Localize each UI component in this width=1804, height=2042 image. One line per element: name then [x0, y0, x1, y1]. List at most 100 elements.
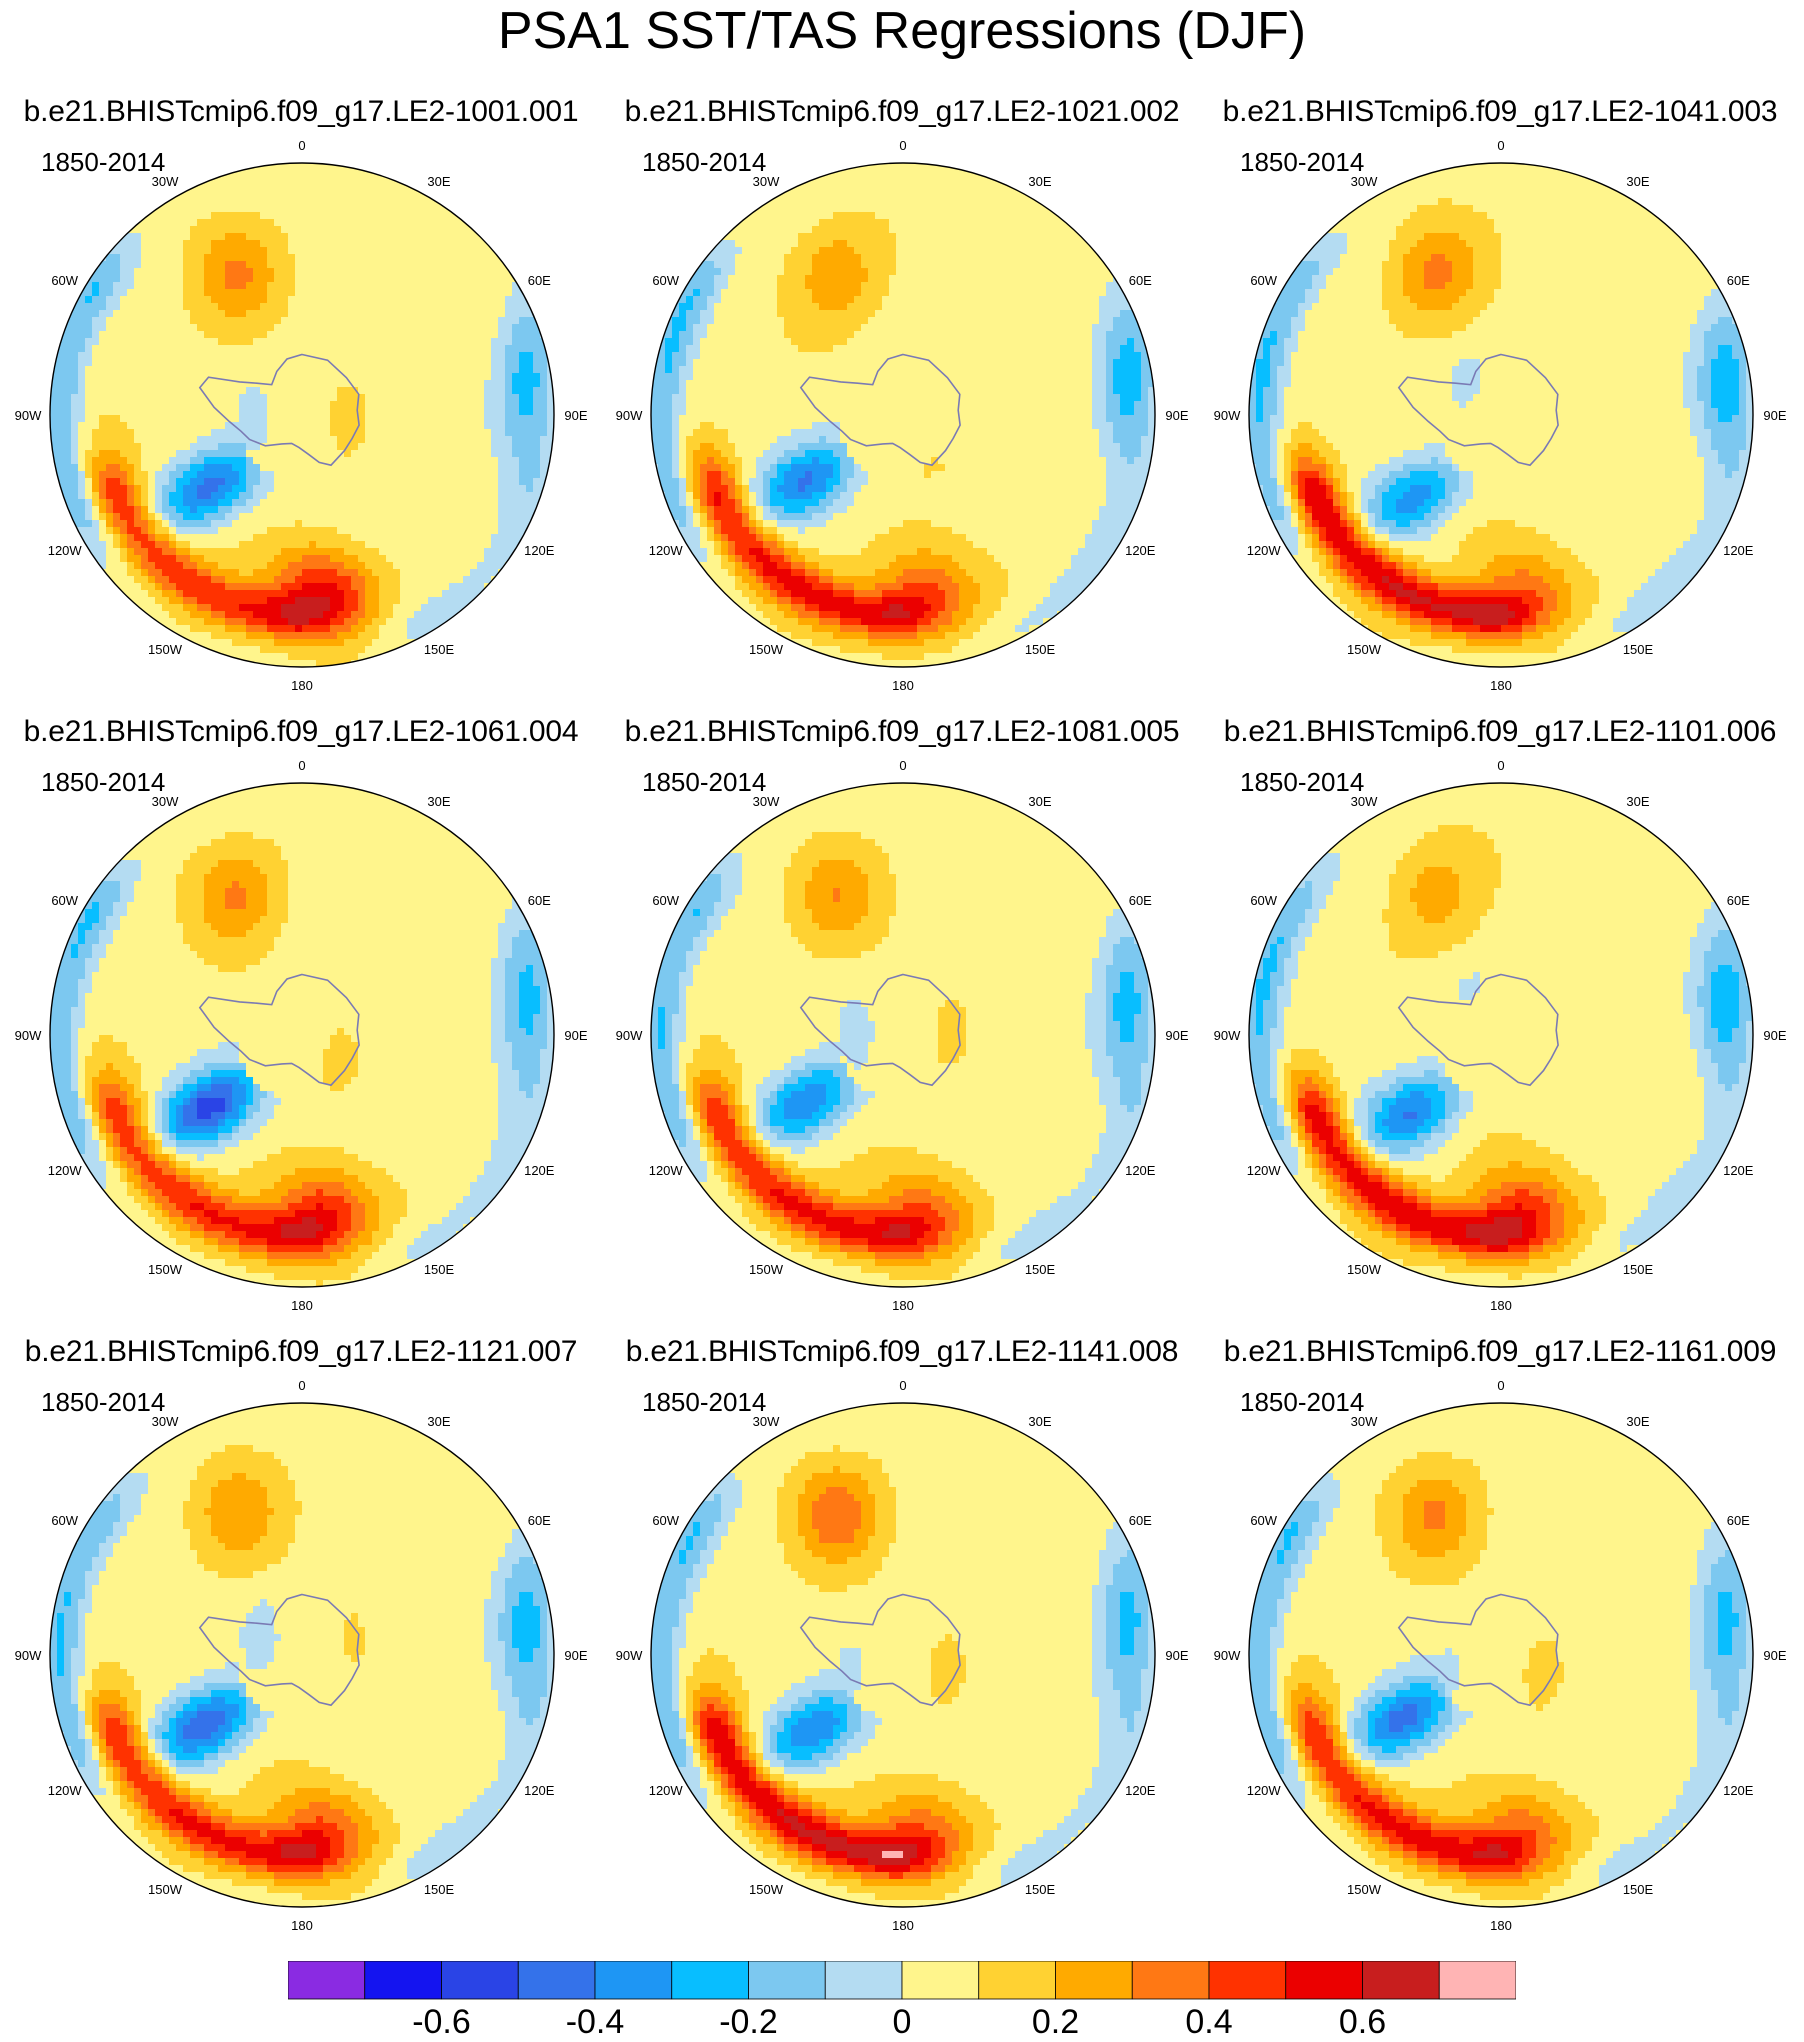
field-cell	[442, 611, 450, 619]
field-cell	[428, 317, 436, 325]
field-cell	[498, 492, 506, 500]
field-cell	[204, 338, 212, 346]
field-cell	[435, 611, 443, 619]
field-cell	[540, 422, 548, 430]
field-cell	[148, 576, 156, 584]
field-cell	[141, 499, 149, 507]
field-cell	[931, 191, 939, 199]
field-cell	[281, 408, 289, 416]
field-cell	[211, 576, 219, 584]
field-cell	[281, 583, 289, 591]
field-cell	[239, 373, 247, 381]
field-cell	[365, 527, 373, 535]
field-cell	[267, 380, 275, 388]
field-cell	[337, 548, 345, 556]
field-cell	[99, 450, 107, 458]
field-cell	[386, 499, 394, 507]
field-cell	[232, 555, 240, 563]
field-cell	[435, 268, 443, 276]
field-cell	[267, 233, 275, 241]
field-cell	[435, 422, 443, 430]
field-cell	[155, 275, 163, 283]
field-cell	[239, 471, 247, 479]
field-cell	[456, 597, 464, 605]
field-cell	[533, 387, 541, 395]
field-cell	[134, 408, 142, 416]
field-cell	[428, 408, 436, 416]
field-cell	[71, 492, 79, 500]
field-cell	[204, 191, 212, 199]
field-cell	[372, 632, 380, 640]
field-cell	[337, 366, 345, 374]
field-cell	[372, 471, 380, 479]
field-cell	[260, 338, 268, 346]
field-cell	[393, 450, 401, 458]
field-cell	[232, 191, 240, 199]
field-cell	[393, 401, 401, 409]
field-cell	[197, 359, 205, 367]
field-cell	[477, 254, 485, 262]
field-cell	[365, 324, 373, 332]
field-cell	[148, 254, 156, 262]
field-cell	[309, 604, 317, 612]
field-cell	[358, 184, 366, 192]
field-cell	[64, 443, 72, 451]
field-cell	[414, 562, 422, 570]
field-cell	[50, 422, 58, 430]
field-cell	[225, 366, 233, 374]
field-cell	[987, 177, 995, 185]
field-cell	[819, 240, 827, 248]
field-cell	[155, 345, 163, 353]
field-cell	[169, 282, 177, 290]
field-cell	[225, 639, 233, 647]
field-cell	[337, 261, 345, 269]
field-cell	[547, 436, 554, 444]
field-cell	[861, 184, 869, 192]
field-cell	[155, 527, 163, 535]
field-cell	[169, 499, 177, 507]
field-cell	[330, 534, 338, 542]
field-cell	[134, 387, 142, 395]
field-cell	[309, 184, 317, 192]
field-cell	[526, 415, 534, 423]
field-cell	[127, 450, 135, 458]
field-cell	[260, 590, 268, 598]
field-cell	[260, 527, 268, 535]
field-cell	[148, 520, 156, 528]
field-cell	[260, 478, 268, 486]
field-cell	[302, 415, 310, 423]
field-cell	[183, 576, 191, 584]
field-cell	[176, 268, 184, 276]
field-cell	[190, 303, 198, 311]
field-cell	[106, 429, 114, 437]
field-cell	[344, 345, 352, 353]
field-cell	[323, 394, 331, 402]
field-cell	[330, 506, 338, 514]
field-cell	[288, 268, 296, 276]
field-cell	[421, 408, 429, 416]
field-cell	[78, 436, 86, 444]
field-cell	[281, 268, 289, 276]
field-cell	[470, 478, 478, 486]
field-cell	[274, 254, 282, 262]
field-cell	[120, 506, 128, 514]
field-cell	[127, 590, 135, 598]
field-cell	[190, 408, 198, 416]
field-cell	[519, 450, 527, 458]
field-cell	[512, 513, 520, 521]
field-cell	[330, 268, 338, 276]
field-cell	[295, 597, 303, 605]
field-cell	[358, 464, 366, 472]
field-cell	[106, 443, 114, 451]
field-cell	[372, 268, 380, 276]
field-cell	[337, 513, 345, 521]
field-cell	[134, 457, 142, 465]
field-cell	[197, 506, 205, 514]
field-cell	[470, 366, 478, 374]
field-cell	[162, 387, 170, 395]
field-cell	[1008, 240, 1016, 248]
field-cell	[99, 513, 107, 521]
field-cell	[85, 352, 93, 360]
field-cell	[169, 205, 177, 213]
field-cell	[358, 590, 366, 598]
